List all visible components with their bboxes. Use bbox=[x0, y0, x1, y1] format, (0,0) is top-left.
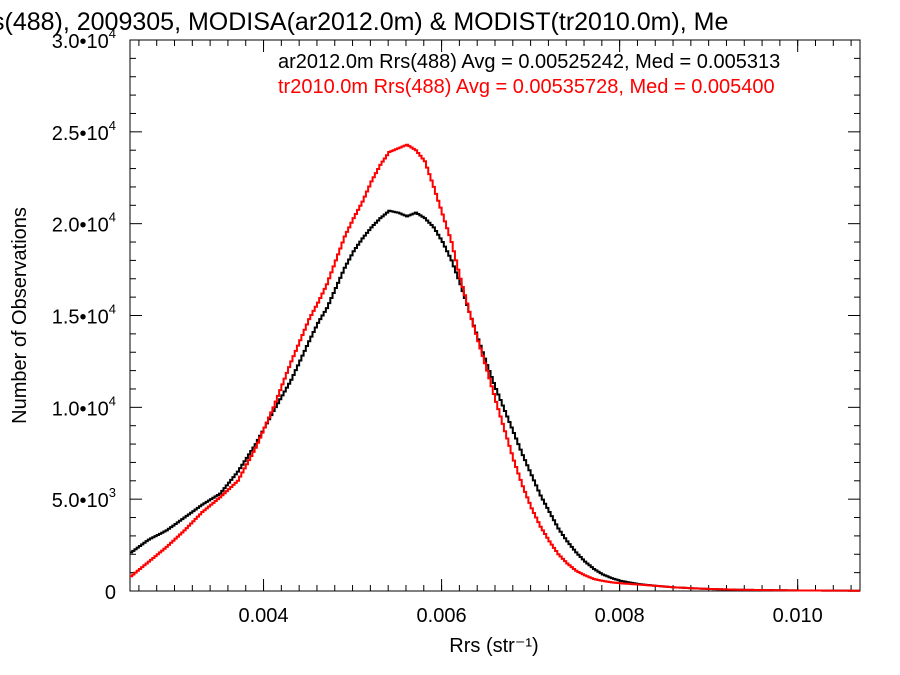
x-axis-label: Rrs (str⁻¹) bbox=[449, 635, 538, 657]
y-tick-labels: 0 5.0•103 1.0•104 1.5•104 2.0•104 2.5•104 3.0•… bbox=[52, 26, 116, 604]
plot-frame bbox=[129, 39, 861, 592]
y-tick-label: 5.0•103 bbox=[52, 485, 116, 512]
x-tick-label: 0.006 bbox=[417, 605, 467, 627]
chart-title: s(488), 2009305, MODISA(ar2012.0m) & MOD… bbox=[0, 8, 729, 36]
legend-entry: ar2012.0m Rrs(488) Avg = 0.00525242, Med… bbox=[278, 51, 780, 73]
y-axis-label: Number of Observations bbox=[9, 207, 31, 424]
y-tick-label: 1.5•104 bbox=[52, 302, 116, 329]
x-tick-label: 0.010 bbox=[773, 605, 823, 627]
y-tick-label: 1.0•104 bbox=[52, 393, 116, 420]
series-line-tr2010 bbox=[130, 143, 860, 592]
y-tick-label: 2.5•104 bbox=[52, 118, 116, 145]
y-tick-label: 0 bbox=[105, 582, 116, 604]
x-tick-label: 0.004 bbox=[239, 605, 289, 627]
axis-ticks bbox=[130, 39, 860, 592]
x-tick-labels: 0.004 0.006 0.008 0.010 bbox=[239, 605, 823, 627]
y-tick-label: 3.0•104 bbox=[52, 26, 116, 53]
x-tick-label: 0.008 bbox=[595, 605, 645, 627]
y-tick-label: 2.0•104 bbox=[52, 210, 116, 237]
legend: ar2012.0m Rrs(488) Avg = 0.00525242, Med… bbox=[278, 51, 780, 98]
series-lines bbox=[130, 143, 860, 592]
legend-entry: tr2010.0m Rrs(488) Avg = 0.00535728, Med… bbox=[278, 76, 775, 98]
